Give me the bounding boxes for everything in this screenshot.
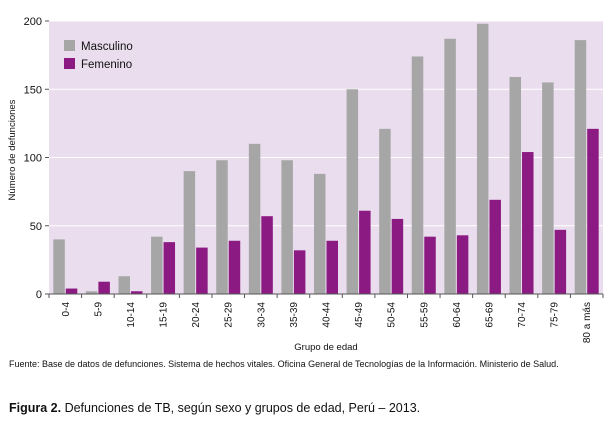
y-tick-label: 0 <box>36 289 42 301</box>
x-tick-label: 5-9 <box>93 302 104 317</box>
x-tick-label: 10-14 <box>126 302 137 328</box>
x-tick-label: 70-74 <box>517 302 528 328</box>
bar-masculino <box>542 82 554 294</box>
bar-masculino <box>281 160 293 294</box>
bar-masculino <box>574 40 587 294</box>
bar-femenino <box>293 250 306 294</box>
bar-femenino <box>261 216 273 294</box>
bar-femenino <box>489 199 501 294</box>
bar-femenino <box>326 240 338 294</box>
bar-femenino <box>391 218 404 294</box>
bar-femenino <box>196 247 208 294</box>
x-tick-label: 30-34 <box>256 302 267 328</box>
y-tick-label: 50 <box>30 221 42 233</box>
bar-femenino <box>587 128 599 294</box>
x-axis-ticks: 0-4 5-9 10-14 15-19 20-24 25-29 30-34 35-39 40-4… <box>48 294 604 343</box>
y-axis-ticks: 0 50 100 150 200 <box>24 16 49 301</box>
bar-femenino <box>228 240 241 294</box>
bar-masculino <box>444 38 456 295</box>
bar-masculino <box>183 171 196 294</box>
bar-masculino <box>85 291 98 294</box>
bar-masculino <box>118 276 130 294</box>
figure-caption: Figura 2. Defunciones de TB, según sexo … <box>9 401 420 415</box>
x-tick-label: 0-4 <box>61 302 72 317</box>
legend-swatch <box>64 40 75 51</box>
bar-femenino <box>163 242 176 294</box>
y-axis-label: Número de defunciones <box>7 99 18 200</box>
bars <box>53 23 599 295</box>
bar-femenino <box>522 152 534 294</box>
bar-masculino <box>314 173 326 294</box>
source-note: Fuente: Base de datos de defunciones. Si… <box>9 359 559 369</box>
bar-chart: 0 50 100 150 200 0-4 5-9 10-14 15-19 20-24 25-29 3… <box>7 16 604 353</box>
legend-swatch <box>64 58 75 69</box>
x-tick-label: 35-39 <box>289 302 300 328</box>
bar-masculino <box>216 160 228 294</box>
legend-label: Masculino <box>81 41 133 53</box>
y-tick-label: 150 <box>24 84 42 96</box>
legend-label: Femenino <box>81 59 132 71</box>
bar-masculino <box>53 239 65 294</box>
x-tick-label: 80 a más <box>582 302 593 343</box>
x-axis-label: Grupo de edad <box>294 342 357 353</box>
bar-masculino <box>411 56 424 294</box>
x-tick-label: 25-29 <box>224 302 235 328</box>
bar-femenino <box>98 281 110 294</box>
x-tick-label: 20-24 <box>191 302 202 328</box>
y-tick-label: 200 <box>24 16 42 28</box>
bar-masculino <box>151 236 163 294</box>
legend: Masculino Femenino <box>64 40 133 71</box>
bar-masculino <box>346 89 359 294</box>
x-tick-label: 60-64 <box>452 302 463 328</box>
y-tick-label: 100 <box>24 153 42 165</box>
bar-masculino <box>509 76 522 294</box>
x-tick-label: 15-19 <box>159 302 170 328</box>
bar-femenino <box>424 236 436 294</box>
bar-femenino <box>456 235 469 294</box>
x-tick-label: 40-44 <box>322 302 333 328</box>
figure-caption-text: Defunciones de TB, según sexo y grupos d… <box>61 401 421 415</box>
bar-femenino <box>130 291 143 294</box>
x-tick-label: 55-59 <box>419 302 430 328</box>
bar-masculino <box>476 23 489 294</box>
bar-masculino <box>379 128 391 294</box>
bar-femenino <box>554 229 567 294</box>
x-tick-label: 75-79 <box>550 302 561 328</box>
x-tick-label: 50-54 <box>387 302 398 328</box>
x-tick-label: 45-49 <box>354 302 365 328</box>
figure-caption-label: Figura 2. <box>9 401 62 415</box>
bar-femenino <box>359 210 371 294</box>
bar-femenino <box>65 288 78 294</box>
x-tick-label: 65-69 <box>484 302 495 328</box>
bar-masculino <box>248 143 261 294</box>
